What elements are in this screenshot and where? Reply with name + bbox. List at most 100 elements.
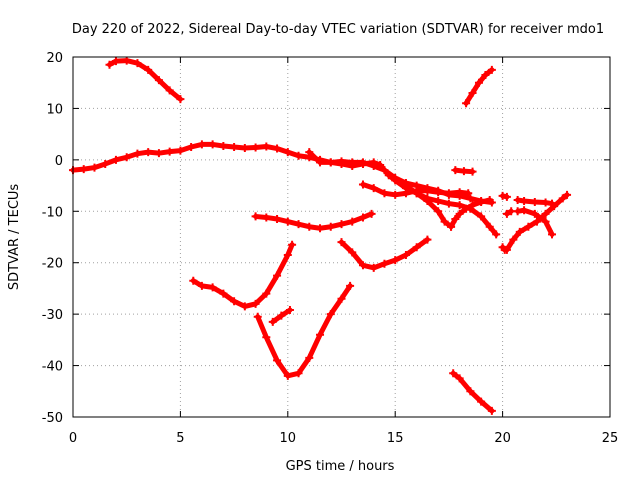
data-point: [197, 140, 206, 149]
data-point: [515, 227, 524, 236]
data-point: [466, 204, 475, 213]
series-track-1: [69, 140, 496, 207]
data-point: [369, 184, 378, 193]
data-point: [90, 163, 99, 172]
data-point: [316, 330, 325, 339]
y-tick-label: 20: [46, 51, 63, 66]
data-point: [444, 189, 453, 198]
data-point: [541, 198, 550, 207]
data-point: [455, 188, 464, 197]
data-point: [165, 147, 174, 156]
y-tick-label: -40: [42, 360, 63, 375]
data-point: [485, 195, 494, 204]
data-point: [285, 306, 294, 315]
data-point: [79, 165, 88, 174]
series-track-2: [105, 56, 185, 104]
data-point: [520, 206, 529, 215]
data-point: [326, 310, 335, 319]
data-point: [219, 289, 228, 298]
data-point: [358, 180, 367, 189]
data-point: [326, 158, 335, 167]
series-track-9: [498, 191, 511, 201]
x-tick-label: 20: [494, 431, 511, 446]
data-point: [316, 224, 325, 233]
data-point: [423, 186, 432, 195]
data-point: [520, 197, 529, 205]
data-point: [305, 222, 314, 231]
series-track-3: [462, 65, 496, 108]
data-point: [423, 194, 432, 203]
x-tick-label: 25: [602, 431, 619, 446]
y-tick-label: -30: [42, 308, 63, 323]
data-point: [337, 294, 346, 303]
data-point: [348, 217, 357, 226]
data-point: [563, 190, 572, 199]
data-point: [530, 198, 539, 207]
data-point: [502, 209, 511, 218]
data-point: [165, 86, 174, 95]
chart-title: Day 220 of 2022, Sidereal Day-to-day VTE…: [72, 22, 604, 37]
data-point: [481, 71, 490, 79]
data-point: [487, 406, 496, 415]
data-point: [462, 99, 471, 108]
data-point: [474, 78, 483, 87]
data-point: [485, 222, 494, 231]
data-point: [550, 202, 559, 211]
data-point: [273, 271, 282, 280]
data-point: [337, 238, 346, 247]
data-point: [447, 222, 456, 231]
data-point: [277, 311, 286, 320]
data-point: [187, 143, 196, 151]
data-point: [468, 89, 477, 97]
x-tick-label: 10: [280, 431, 297, 446]
x-axis-label: GPS time / hours: [286, 459, 395, 474]
series-track-15: [251, 209, 376, 233]
data-point: [273, 215, 282, 223]
x-tick-label: 15: [387, 431, 404, 446]
data-point: [412, 243, 421, 252]
data-point: [273, 144, 282, 153]
data-point: [337, 220, 346, 229]
x-tick-label: 0: [69, 431, 77, 446]
data-point: [444, 199, 453, 208]
data-point: [348, 248, 357, 257]
data-point: [251, 212, 260, 221]
data-point: [558, 194, 567, 203]
data-point: [283, 371, 292, 380]
data-point: [176, 146, 185, 155]
data-point: [541, 217, 550, 226]
data-point: [154, 149, 163, 158]
data-point: [391, 190, 400, 199]
data-point: [455, 209, 464, 218]
data-point: [513, 207, 522, 216]
data-point: [513, 195, 522, 204]
data-point: [262, 289, 271, 298]
data-point: [455, 374, 464, 383]
data-point: [111, 57, 120, 66]
data-point: [208, 283, 217, 292]
data-point: [434, 188, 443, 197]
data-point: [133, 149, 142, 158]
data-point: [240, 302, 249, 311]
data-point: [502, 245, 511, 254]
data-point: [455, 201, 464, 210]
data-point: [434, 197, 443, 205]
data-point: [262, 333, 271, 342]
y-tick-label: -50: [42, 411, 63, 426]
data-point: [240, 144, 249, 153]
data-point: [498, 191, 507, 200]
data-point: [154, 76, 163, 85]
data-point: [440, 217, 449, 226]
data-point: [380, 259, 389, 268]
series-track-19: [268, 306, 294, 326]
data-point: [358, 261, 367, 270]
data-point: [466, 194, 475, 203]
y-tick-label: 0: [55, 154, 63, 169]
data-point: [367, 209, 376, 218]
data-point: [477, 198, 486, 207]
data-point: [487, 65, 496, 74]
data-point: [502, 192, 511, 201]
series-track-13: [513, 206, 557, 239]
data-point: [305, 353, 314, 362]
